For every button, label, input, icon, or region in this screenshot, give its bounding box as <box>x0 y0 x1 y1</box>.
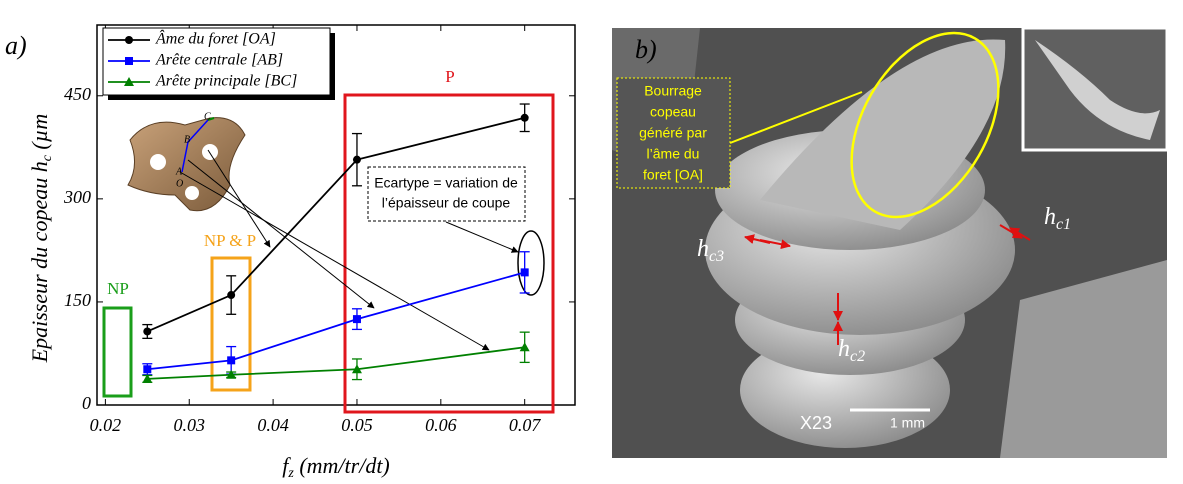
legend-label: Arête principale [BC] <box>155 73 297 90</box>
y-tick-label: 300 <box>63 187 91 207</box>
text-part: z <box>287 466 294 481</box>
text-part: f <box>282 453 291 478</box>
point <box>520 268 529 277</box>
arrow <box>207 149 271 248</box>
thickness-label: hc3 <box>697 236 724 265</box>
arrow <box>179 171 490 351</box>
photo <box>612 26 1169 458</box>
highlight-ellipse <box>517 230 545 296</box>
drill-label: C <box>204 111 211 122</box>
x-tick-label: 0.05 <box>341 415 373 435</box>
callout-text: copeau <box>650 104 696 120</box>
drill-label: O <box>176 178 183 189</box>
text-part: c2 <box>850 348 865 365</box>
arrow <box>445 221 519 253</box>
annotation-label: P <box>445 67 454 86</box>
drill-label: B <box>184 134 190 145</box>
x-tick-label: 0.03 <box>173 415 205 435</box>
point <box>125 57 133 65</box>
x-tick-label: 0.04 <box>257 415 289 435</box>
legend-label: Arête centrale [AB] <box>155 52 283 69</box>
text-part: Epaisseur du copeau h <box>27 161 52 363</box>
point <box>352 155 361 164</box>
point <box>519 342 530 352</box>
annotation-box <box>210 256 252 392</box>
series-line <box>146 116 525 333</box>
y-tick-label: 0 <box>82 393 91 413</box>
point <box>227 356 236 365</box>
drill-label: A <box>175 166 183 177</box>
annotation-label: NP <box>107 279 129 298</box>
point <box>520 113 529 122</box>
y-tick-label: 150 <box>64 290 91 310</box>
callout-text: foret [OA] <box>643 167 703 183</box>
x-tick-label: 0.02 <box>90 415 122 435</box>
note-box <box>367 166 526 222</box>
text-part: c <box>40 154 55 161</box>
point <box>226 369 237 379</box>
point <box>125 36 133 44</box>
point <box>142 373 153 383</box>
point <box>143 327 152 336</box>
magnification: X23 <box>800 413 832 433</box>
text-part: h <box>838 336 850 362</box>
callout-text: Bourrage <box>644 83 702 99</box>
panel-label: a) <box>5 31 27 60</box>
scale-length: 1 mm <box>890 415 925 431</box>
x-tick-label: 0.07 <box>509 415 542 435</box>
y-axis-label: Epaisseur du copeau hc (µm <box>27 114 55 364</box>
arrow <box>187 159 375 309</box>
point <box>351 364 362 374</box>
series-line <box>147 271 525 371</box>
point <box>143 365 152 374</box>
x-tick-label: 0.06 <box>425 415 457 435</box>
callout-text: l’âme du <box>647 146 700 162</box>
y-tick-label: 450 <box>64 84 91 104</box>
x-axis-label: fz (mm/tr/dt) <box>282 453 390 481</box>
text-part: c3 <box>709 248 724 265</box>
text-part: h <box>697 236 709 262</box>
annotation-label: NP & P <box>204 231 256 250</box>
point <box>227 291 236 300</box>
panel-label: b) <box>635 35 657 64</box>
text-part: (mm/tr/dt) <box>294 453 390 478</box>
callout-text: généré par <box>639 125 707 141</box>
point <box>124 77 134 86</box>
note-text: l’épaisseur de coupe <box>382 195 511 211</box>
text-part: (µm <box>27 114 52 155</box>
drill-image <box>127 117 246 212</box>
plot-frame <box>96 24 576 406</box>
annotation-box <box>343 93 555 414</box>
annotation-box <box>102 306 133 398</box>
text-part: c1 <box>1056 216 1071 233</box>
text-part: h <box>1044 204 1056 230</box>
legend-label: Âme du foret [OA] <box>155 29 276 48</box>
thickness-label: hc2 <box>838 336 865 365</box>
point <box>352 315 361 324</box>
series-line <box>147 346 525 380</box>
note-text: Ecartype = variation de <box>374 175 518 191</box>
thickness-label: hc1 <box>1044 204 1071 233</box>
